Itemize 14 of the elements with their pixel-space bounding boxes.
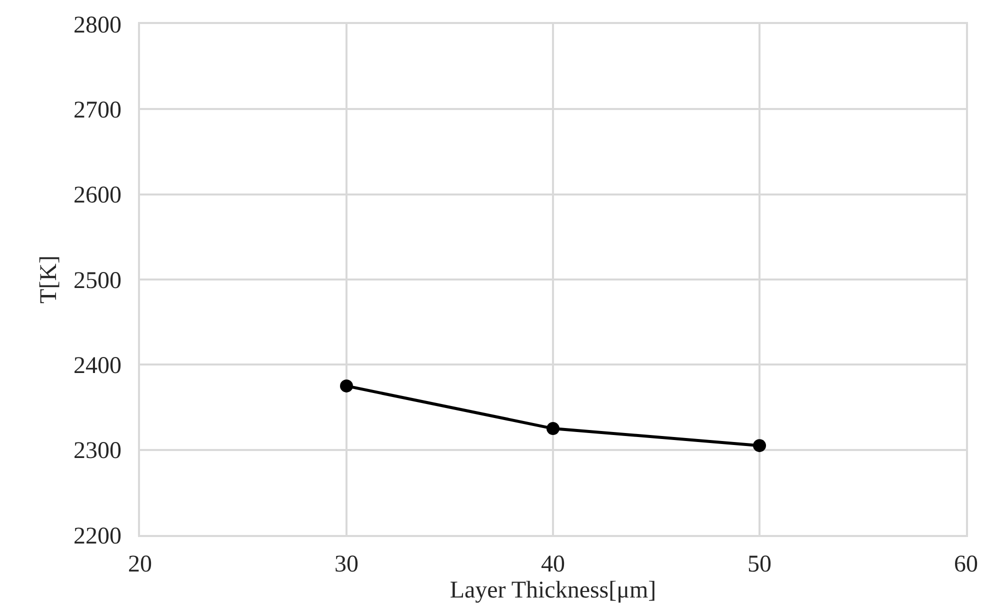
x-tick-label: 60 [954,552,978,578]
y-tick-label: 2300 [73,438,122,464]
x-axis-title: Layer Thickness[μm] [450,578,656,604]
y-tick-label: 2700 [73,98,122,124]
x-tick-label: 50 [748,552,772,578]
x-tick-label: 40 [541,552,565,578]
y-tick-label: 2200 [73,523,122,550]
y-tick-label: 2800 [73,12,122,38]
y-tick-label: 2500 [73,268,122,294]
x-tick-label: 30 [334,552,358,578]
x-tick-label: 20 [128,552,152,578]
y-tick-label: 2400 [73,353,122,380]
y-tick-label: 2600 [73,182,122,209]
y-axis-title: T[K] [36,256,62,304]
